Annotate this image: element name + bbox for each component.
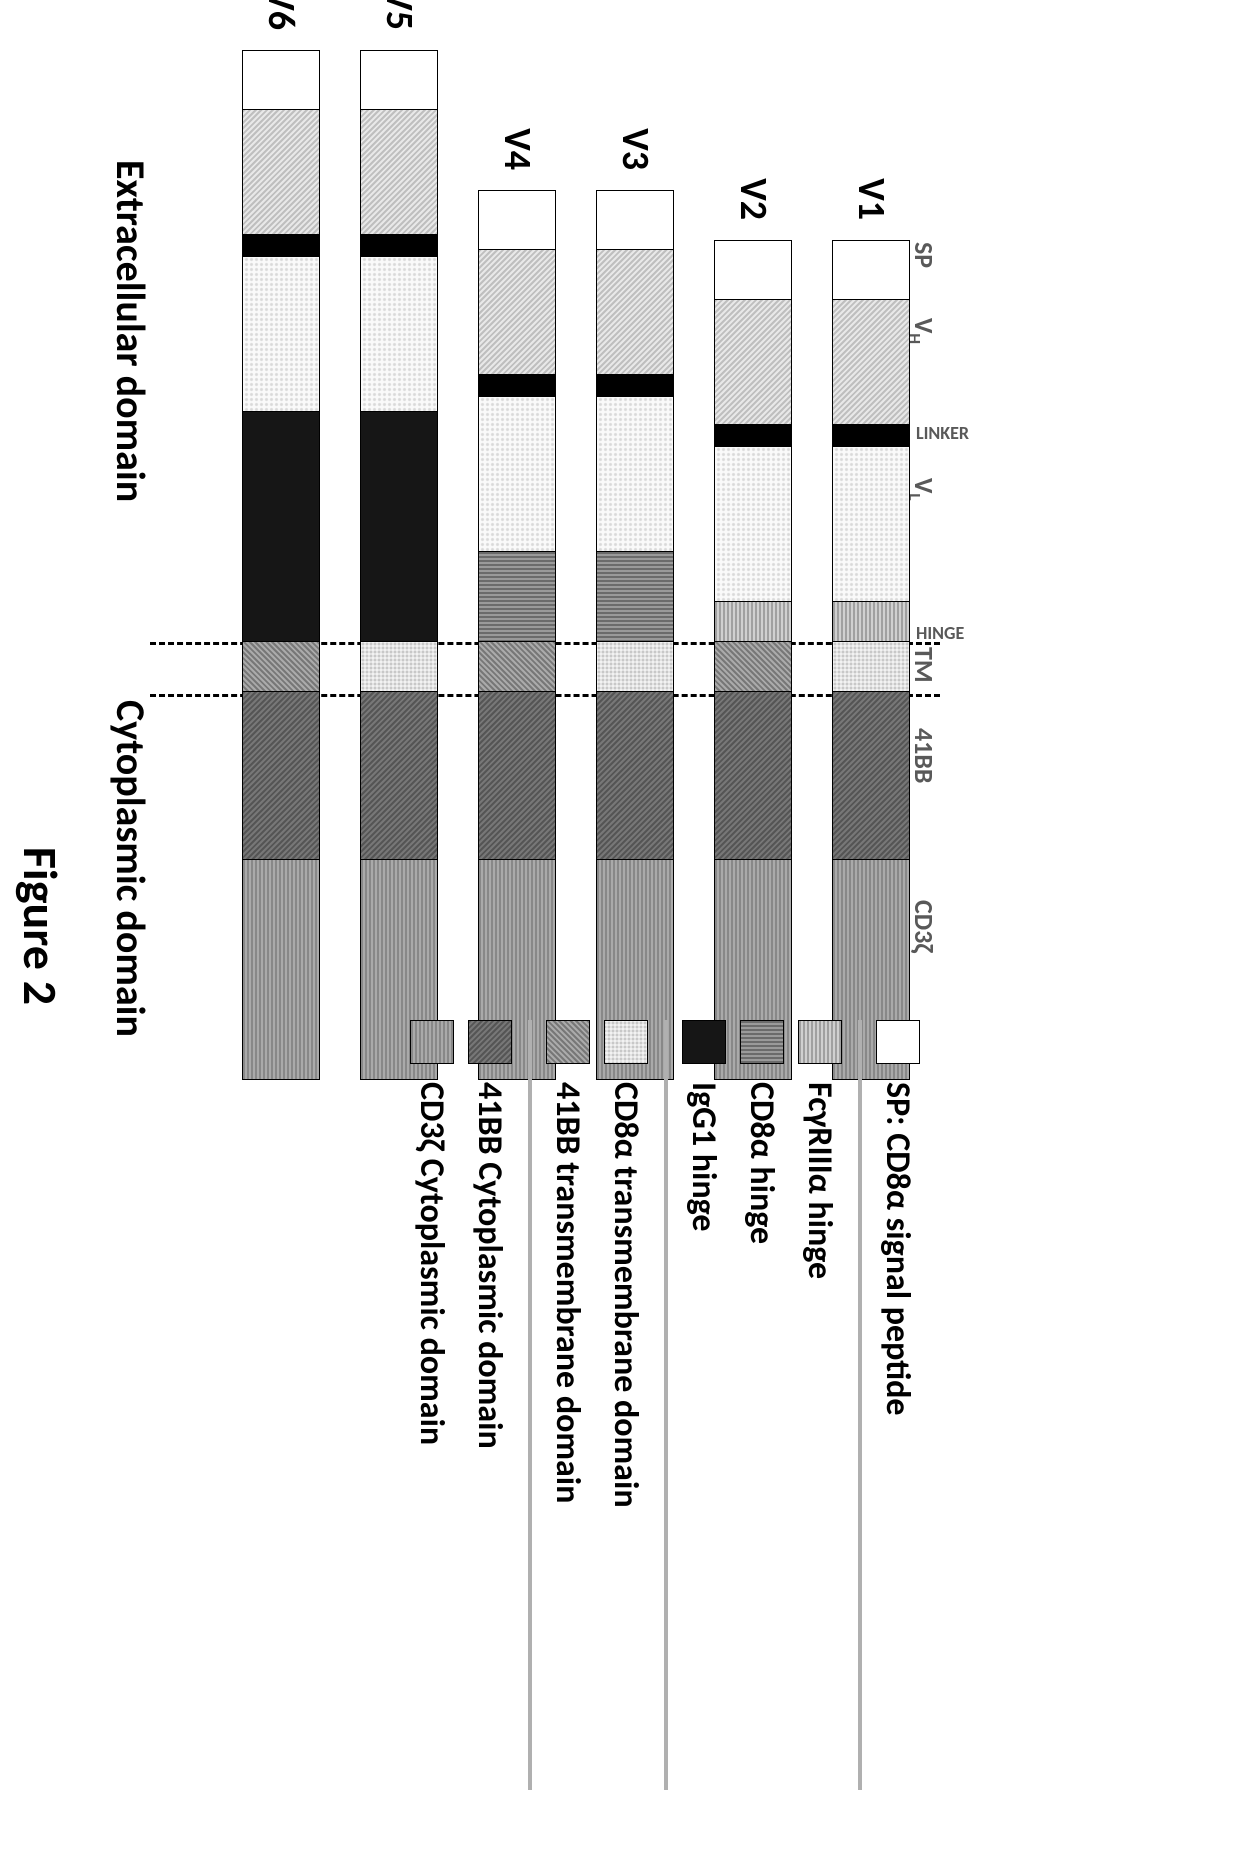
segment (596, 190, 674, 250)
segment (242, 860, 320, 1080)
rotated-canvas: SP VH LINKER VL HINGE TM 41BB CD3ζ V1V2V… (0, 0, 1240, 1852)
legend-label: SP: CD8α signal peptide (878, 1082, 919, 1416)
segment (242, 110, 320, 235)
toplabel-cd3z: CD3ζ (908, 900, 940, 953)
legend-item: SP: CD8α signal peptide (876, 1020, 920, 1820)
segment (714, 240, 792, 300)
legend-item: CD8α hinge (740, 1020, 784, 1820)
legend-item: IgG1 hinge (682, 1020, 726, 1820)
variant-row-V3: V3 (596, 190, 674, 1080)
variant-row-V2: V2 (714, 240, 792, 1080)
segment (832, 602, 910, 642)
segment (478, 692, 556, 860)
segment (832, 692, 910, 860)
legend-swatch (604, 1020, 648, 1064)
toplabel-sp: SP (908, 242, 940, 268)
toplabel-hinge: HINGE (916, 622, 964, 644)
segment (478, 190, 556, 250)
segment (242, 257, 320, 412)
variant-label: V4 (478, 100, 556, 170)
segment (714, 425, 792, 447)
segment (242, 412, 320, 642)
variant-row-V4: V4 (478, 190, 556, 1080)
legend-label: CD8α transmembrane domain (606, 1082, 647, 1508)
legend-swatch (682, 1020, 726, 1064)
segment (596, 552, 674, 642)
segment (478, 250, 556, 375)
legend-item: CD3ζ Cytoplasmic domain (410, 1020, 454, 1820)
variant-label: V6 (242, 0, 320, 30)
segment (832, 447, 910, 602)
legend-swatch (410, 1020, 454, 1064)
segment (714, 642, 792, 692)
segment (832, 425, 910, 447)
legend-label: 41BB transmembrane domain (548, 1082, 589, 1503)
segment (714, 447, 792, 602)
legend-swatch (546, 1020, 590, 1064)
segment (360, 642, 438, 692)
segment (478, 642, 556, 692)
segment (242, 642, 320, 692)
variant-row-V6: V6 (242, 50, 320, 1080)
segment (478, 375, 556, 397)
legend-item: 41BB Cytoplasmic domain (468, 1020, 512, 1820)
toplabel-41bb: 41BB (908, 728, 940, 784)
segment (360, 412, 438, 642)
legend-item: CD8α transmembrane domain (604, 1020, 648, 1820)
legend-label: FcγRIIIα hinge (800, 1082, 841, 1279)
legend-label: IgG1 hinge (684, 1082, 725, 1231)
legend-label: CD3ζ Cytoplasmic domain (412, 1082, 453, 1445)
segment (596, 642, 674, 692)
legend-separator (858, 1020, 862, 1790)
bar-chart: V1V2V3V4V5V6 (180, 130, 910, 960)
segment (360, 110, 438, 235)
segment (596, 692, 674, 860)
variant-row-V1: V1 (832, 240, 910, 1080)
segment (714, 300, 792, 425)
segment (478, 397, 556, 552)
segment (596, 375, 674, 397)
legend-swatch (798, 1020, 842, 1064)
segment (714, 692, 792, 860)
segment (478, 552, 556, 642)
legend-label: 41BB Cytoplasmic domain (470, 1082, 511, 1449)
segment (596, 250, 674, 375)
toplabel-linker: LINKER (916, 422, 969, 444)
segment (596, 397, 674, 552)
region-cytoplasmic: Cytoplasmic domain (106, 700, 155, 1037)
variant-label: V1 (832, 150, 910, 220)
segment (242, 50, 320, 110)
region-extracellular: Extracellular domain (106, 160, 155, 502)
segment (360, 257, 438, 412)
segment (242, 692, 320, 860)
legend-label: CD8α hinge (742, 1082, 783, 1244)
toplabel-tm: TM (908, 647, 940, 683)
segment (360, 235, 438, 257)
legend-separator (528, 1020, 532, 1790)
legend-swatch (740, 1020, 784, 1064)
figure-main: SP VH LINKER VL HINGE TM 41BB CD3ζ V1V2V… (0, 0, 1240, 1852)
variant-row-V5: V5 (360, 50, 438, 1080)
legend-item: FcγRIIIα hinge (798, 1020, 842, 1820)
segment (714, 602, 792, 642)
legend-swatch (876, 1020, 920, 1064)
variant-label: V5 (360, 0, 438, 30)
variant-label: V3 (596, 100, 674, 170)
segment (832, 240, 910, 300)
segment (832, 642, 910, 692)
figure-caption: Figure 2 (11, 0, 70, 1852)
legend: SP: CD8α signal peptide FcγRIIIα hinge CD8… (396, 1020, 920, 1820)
segment (360, 50, 438, 110)
segment (242, 235, 320, 257)
legend-separator (664, 1020, 668, 1790)
legend-swatch (468, 1020, 512, 1064)
variant-label: V2 (714, 150, 792, 220)
segment (360, 692, 438, 860)
legend-item: 41BB transmembrane domain (546, 1020, 590, 1820)
segment (832, 300, 910, 425)
